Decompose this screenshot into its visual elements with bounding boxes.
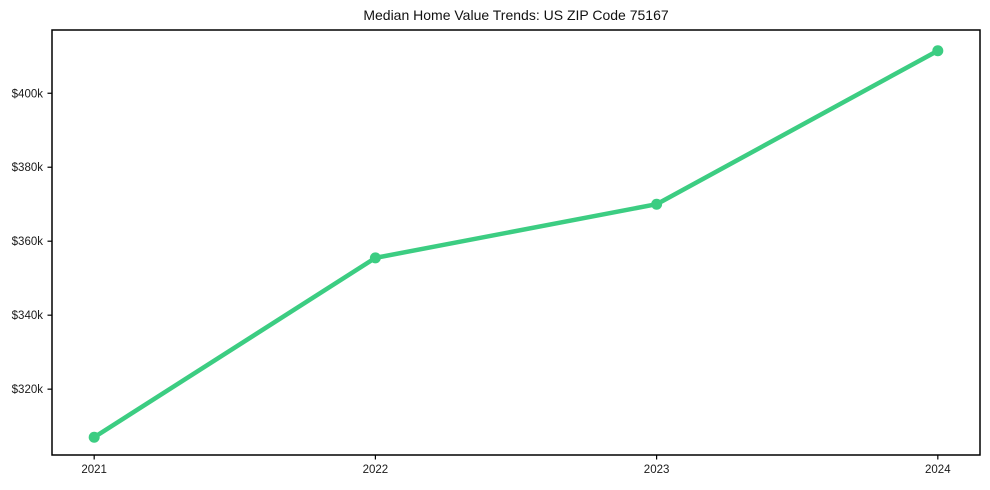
y-tick-label: $380k: [12, 162, 44, 174]
y-tick-label: $340k: [12, 310, 44, 322]
x-tick-label: 2021: [81, 464, 107, 476]
y-tick-label: $320k: [12, 384, 44, 396]
data-point-marker: [932, 45, 944, 57]
x-tick-label: 2022: [363, 464, 389, 476]
data-point-marker: [369, 252, 381, 264]
y-tick-label: $360k: [12, 236, 44, 248]
axes-frame: [51, 29, 981, 456]
y-tick-label: $400k: [12, 88, 44, 100]
chart-title: Median Home Value Trends: US ZIP Code 75…: [363, 7, 669, 23]
data-point-marker: [88, 431, 100, 443]
x-tick-label: 2024: [925, 464, 951, 476]
x-tick-label: 2023: [644, 464, 670, 476]
data-point-marker: [651, 198, 663, 210]
trend-line: [91, 48, 941, 440]
plot-area: $320k $340k $360k $380k $400k 2021 2022 2023 202…: [12, 29, 981, 476]
